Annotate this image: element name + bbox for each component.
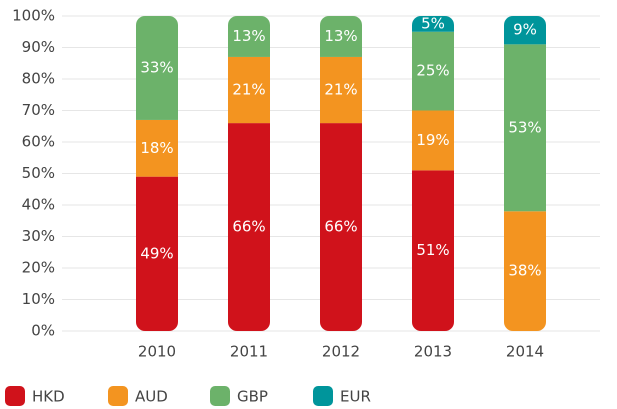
bar-segment bbox=[320, 16, 362, 57]
stack bbox=[412, 16, 454, 331]
data-label: 21% bbox=[232, 81, 265, 99]
x-tick-label: 2011 bbox=[230, 343, 268, 361]
data-label: 5% bbox=[421, 14, 445, 32]
data-label: 33% bbox=[140, 58, 173, 76]
y-tick-label: 70% bbox=[22, 101, 55, 119]
y-tick-label: 30% bbox=[22, 227, 55, 245]
y-tick-label: 80% bbox=[22, 70, 55, 88]
data-label: 53% bbox=[508, 118, 541, 136]
bar-segment bbox=[412, 16, 454, 32]
data-label: 21% bbox=[324, 81, 357, 99]
x-tick-label: 2010 bbox=[138, 343, 176, 361]
data-label: 18% bbox=[140, 139, 173, 157]
legend-swatch bbox=[5, 386, 25, 406]
data-label: 66% bbox=[324, 218, 357, 236]
stack bbox=[136, 16, 178, 331]
stack bbox=[504, 16, 546, 331]
bar-segment bbox=[320, 123, 362, 331]
data-label: 49% bbox=[140, 244, 173, 262]
data-label: 19% bbox=[416, 131, 449, 149]
legend-swatch bbox=[313, 386, 333, 406]
legend-swatch bbox=[210, 386, 230, 406]
bar-segment bbox=[504, 44, 546, 212]
data-label: 66% bbox=[232, 218, 265, 236]
bar-segment bbox=[228, 123, 270, 331]
data-label: 25% bbox=[416, 62, 449, 80]
y-tick-label: 40% bbox=[22, 196, 55, 214]
x-tick-label: 2012 bbox=[322, 343, 360, 361]
bar-segment bbox=[504, 211, 546, 331]
bar-segment bbox=[136, 119, 178, 177]
bar-segment bbox=[228, 56, 270, 124]
data-label: 9% bbox=[513, 21, 537, 39]
legend-label: GBP bbox=[237, 388, 268, 406]
y-tick-label: 10% bbox=[22, 290, 55, 308]
bar-segment bbox=[412, 170, 454, 331]
bar-segment bbox=[504, 16, 546, 45]
bar-segment bbox=[136, 176, 178, 331]
legend-swatch bbox=[108, 386, 128, 406]
x-tick-label: 2014 bbox=[506, 343, 544, 361]
bar-segment bbox=[412, 31, 454, 111]
y-tick-label: 0% bbox=[31, 322, 55, 340]
x-tick-label: 2013 bbox=[414, 343, 452, 361]
stack bbox=[228, 16, 270, 331]
data-label: 38% bbox=[508, 262, 541, 280]
legend-label: AUD bbox=[135, 388, 168, 406]
data-label: 13% bbox=[232, 27, 265, 45]
y-tick-label: 50% bbox=[22, 164, 55, 182]
y-tick-label: 60% bbox=[22, 133, 55, 151]
bar-segment bbox=[228, 16, 270, 57]
y-tick-label: 100% bbox=[12, 7, 55, 25]
stack bbox=[320, 16, 362, 331]
data-label: 51% bbox=[416, 241, 449, 259]
bar-segment bbox=[136, 16, 178, 120]
bar-segment bbox=[412, 110, 454, 171]
y-tick-label: 90% bbox=[22, 38, 55, 56]
y-tick-label: 20% bbox=[22, 259, 55, 277]
bar-segment bbox=[320, 56, 362, 124]
legend-label: EUR bbox=[340, 388, 371, 406]
data-label: 13% bbox=[324, 27, 357, 45]
legend-label: HKD bbox=[32, 388, 65, 406]
